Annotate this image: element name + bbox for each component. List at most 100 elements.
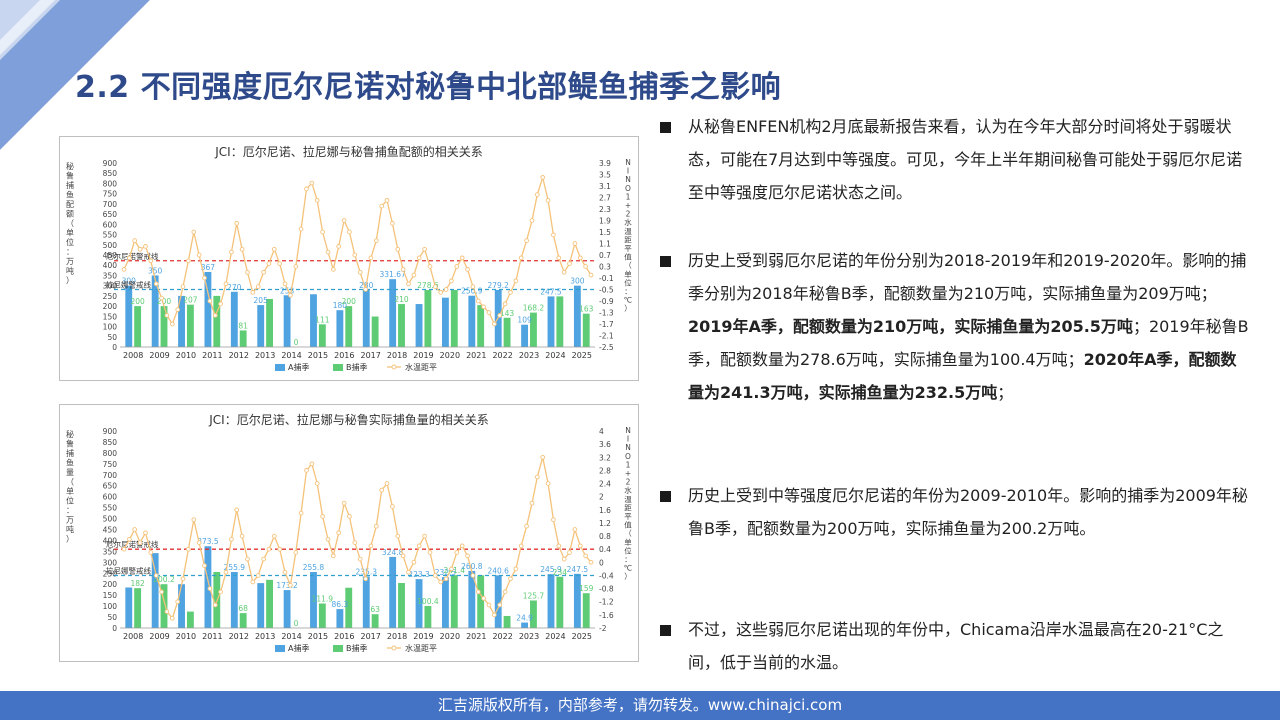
y2-axis-label-char: O <box>625 452 631 461</box>
bar-a-value-label: 250.9 <box>461 287 483 296</box>
y-tick-label: 350 <box>103 271 118 280</box>
y2-tick-label: 1.2 <box>599 519 611 528</box>
bar-b-2013 <box>266 298 273 347</box>
bar-a-value-label: 260.8 <box>461 562 483 571</box>
y2-tick-label: -1.2 <box>599 598 614 607</box>
temperature-point <box>271 533 277 539</box>
bar-b-value-label: 200 <box>342 297 357 306</box>
bar-a-value-label: 109 <box>517 316 532 325</box>
temperature-point <box>443 287 449 292</box>
y2-axis-label-char: 单 <box>624 537 632 547</box>
y2-axis-label-char: I <box>627 167 629 176</box>
temperature-point <box>330 553 336 559</box>
bar-b-2022 <box>503 615 511 628</box>
y2-tick-label: 2.8 <box>599 466 611 475</box>
y2-tick-label: 0 <box>599 558 604 567</box>
x-tick-label: 2017 <box>361 632 381 641</box>
y2-axis-label-char: ℃ <box>624 564 632 573</box>
temperature-point <box>583 553 588 559</box>
y2-tick-label: -0.4 <box>599 571 614 580</box>
y-tick-label: 400 <box>103 261 118 270</box>
bar-b-2009 <box>160 306 168 347</box>
temperature-point <box>556 255 562 261</box>
y-axis-label-char: 捕 <box>66 180 74 190</box>
temperature-point <box>379 487 385 493</box>
y2-tick-label: -1.6 <box>599 611 614 620</box>
bar-a-value-label: 247.5 <box>540 287 562 296</box>
bar-b-2016 <box>345 306 353 347</box>
y-tick-label: 50 <box>107 333 117 342</box>
bar-a-2016 <box>336 310 344 347</box>
paragraph-bold-text: 2020年A季，配额数量为241.3万吨，实际捕鱼量为232.5万吨 <box>688 350 1237 402</box>
bar-a-value-label: 24.9 <box>516 614 533 623</box>
temperature-point <box>406 569 411 575</box>
bar-a-value-label: 300 <box>570 277 585 286</box>
y2-axis-label-char: 2 <box>626 210 631 219</box>
x-tick-label: 2013 <box>255 632 275 641</box>
temperature-point <box>325 536 331 542</box>
legend-b-swatch <box>333 364 343 371</box>
bar-a-2017 <box>362 289 370 347</box>
temperature-point <box>261 556 266 562</box>
temperature-point <box>492 612 497 618</box>
y2-axis-label-char: （ <box>624 529 632 538</box>
y2-tick-label: -0.1 <box>599 274 614 283</box>
bar-a-2016 <box>336 609 344 628</box>
y-tick-label: 50 <box>107 613 117 622</box>
x-tick-label: 2019 <box>413 351 433 360</box>
temperature-point <box>298 510 304 516</box>
y2-tick-label: 0.3 <box>599 263 611 272</box>
bar-b-value-label: 125.7 <box>523 591 545 600</box>
y2-tick-label: 3.6 <box>599 440 611 449</box>
bar-b-2012 <box>239 330 247 347</box>
chart-title: JCI：厄尔尼诺、拉尼娜与秘鲁捕鱼配额的相关关系 <box>214 144 482 159</box>
bar-a-value-label: 324.8 <box>382 548 404 557</box>
y2-tick-label: 0.7 <box>599 251 611 260</box>
bar-b-2018 <box>398 583 405 628</box>
bar-b-value-label: 143 <box>500 309 515 318</box>
bar-b-2013 <box>266 579 273 628</box>
x-tick-label: 2011 <box>202 632 222 641</box>
temperature-point <box>336 530 342 536</box>
temperature-point <box>223 569 229 575</box>
bar-a-value-label: 279.2 <box>487 281 509 290</box>
x-tick-label: 2016 <box>334 351 354 360</box>
x-tick-label: 2013 <box>255 351 275 360</box>
y2-axis-label-char: 1 <box>626 460 631 469</box>
paragraph-text: ；2019年秘鲁B季，配额数量为278.6万吨，实际捕鱼量为100.4万吨； <box>688 317 1249 369</box>
bar-b-value-label: 182 <box>130 579 145 588</box>
temperature-point <box>159 295 164 301</box>
y2-axis-label-char: ： <box>624 555 632 564</box>
legend-temp-label: 水温距平 <box>405 643 437 653</box>
bar-a-2025 <box>573 573 581 628</box>
x-tick-label: 2021 <box>466 351 486 360</box>
x-tick-label: 2012 <box>229 632 249 641</box>
y-axis-label-char: 秘 <box>66 429 74 439</box>
bar-a-2020 <box>442 577 449 628</box>
y2-tick-label: 2.4 <box>599 480 611 489</box>
temperature-point <box>175 599 181 605</box>
temperature-point <box>384 198 390 203</box>
temperature-point <box>384 481 390 486</box>
bar-b-2022 <box>503 317 511 347</box>
temperature-point <box>218 589 223 595</box>
x-tick-label: 2025 <box>572 351 592 360</box>
y2-axis-label-char: 位 <box>624 545 632 555</box>
x-tick-label: 2024 <box>545 632 565 641</box>
temperature-point <box>169 615 175 621</box>
temperature-point <box>266 546 272 552</box>
y2-axis-label-char: N <box>625 443 631 452</box>
temperature-point <box>438 290 444 295</box>
bar-b-2017 <box>371 614 379 628</box>
paragraph-enfen-forecast: 从秘鲁ENFEN机构2月底最新报告来看，认为在今年大部分时间将处于弱暖状态，可能… <box>660 110 1250 209</box>
bar-b-2023 <box>530 312 537 347</box>
temperature-point <box>508 576 513 582</box>
quota-chart: JCI：厄尔尼诺、拉尼娜与秘鲁捕鱼配额的相关关系 0 50 100 150 200 250 3… <box>59 136 639 381</box>
y-axis-label-char: 吨 <box>66 524 74 534</box>
bar-a-value-label: 245.9 <box>540 565 562 574</box>
x-tick-label: 2022 <box>492 632 512 641</box>
x-tick-label: 2015 <box>308 632 328 641</box>
temperature-point <box>390 221 395 226</box>
temperature-point <box>475 589 481 595</box>
x-tick-label: 2019 <box>413 632 433 641</box>
